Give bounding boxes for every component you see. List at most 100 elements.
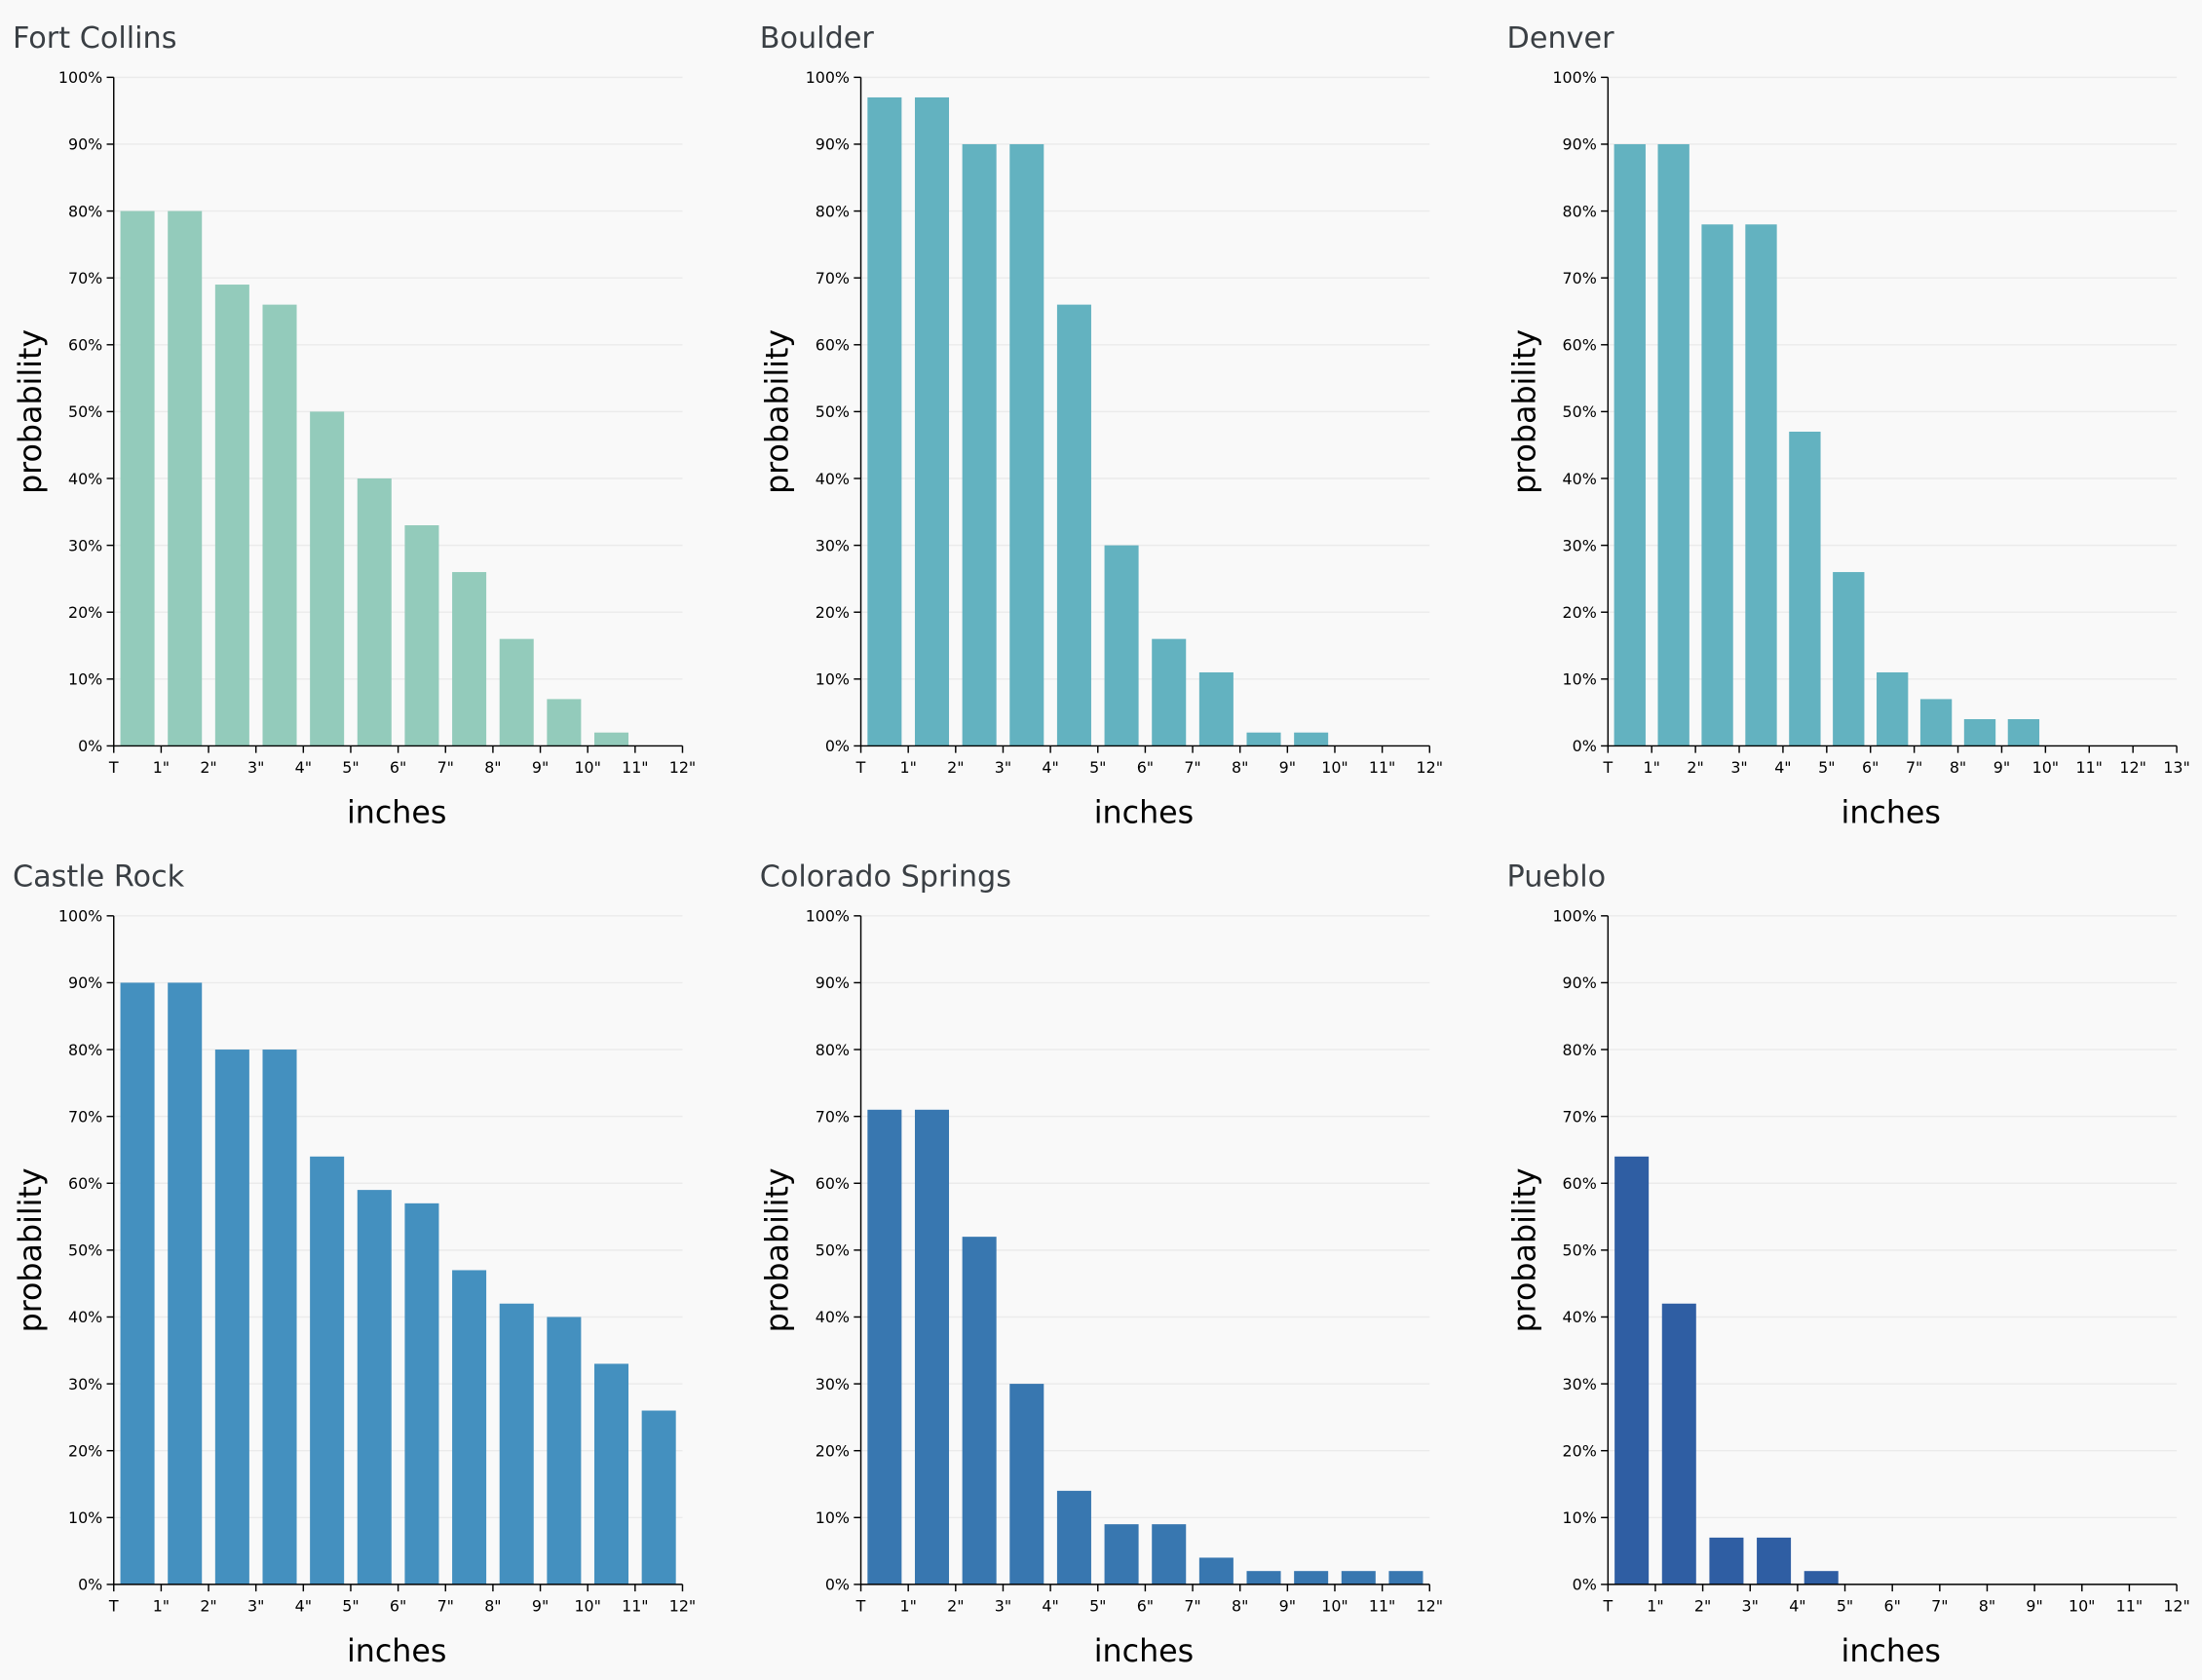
chart-title: Castle Rock [13, 860, 185, 895]
x-tick-label: 1" [899, 1596, 916, 1615]
bar [1294, 732, 1329, 746]
x-tick-label: 10" [2032, 758, 2059, 777]
x-tick-label: 8" [484, 758, 501, 777]
x-tick-label: 5" [1818, 758, 1835, 777]
x-axis-label: inches [347, 1634, 446, 1669]
y-tick-label: 100% [58, 68, 102, 87]
x-tick-label: 9" [2026, 1596, 2042, 1615]
bar [357, 1190, 392, 1585]
chart-title: Fort Collins [13, 21, 177, 56]
y-tick-label: 100% [1552, 68, 1596, 87]
bar [1803, 1571, 1839, 1585]
x-tick-label: 7" [1906, 758, 1922, 777]
x-tick-label: 11" [2116, 1596, 2143, 1615]
y-tick-label: 90% [1563, 135, 1597, 154]
bar [867, 1109, 902, 1585]
y-tick-label: 80% [1563, 1041, 1597, 1059]
y-tick-label: 20% [1563, 603, 1597, 622]
x-tick-label: 12" [1417, 758, 1443, 777]
x-tick-label: 12" [1417, 1596, 1443, 1615]
y-tick-label: 50% [68, 1241, 102, 1260]
y-tick-label: 70% [1563, 269, 1597, 287]
bar [452, 1270, 487, 1585]
y-tick-label: 100% [806, 907, 850, 926]
chart-panel: Fort Collins 0% 10% 20% 30% 40% 50% 60% 70% 80% 90… [13, 21, 696, 831]
bar [641, 1410, 676, 1585]
x-tick-label: 5" [1089, 758, 1106, 777]
x-tick-label: 4" [1789, 1596, 1805, 1615]
bar [1661, 1303, 1696, 1585]
x-tick-label: 13" [2163, 758, 2189, 777]
x-axis-label: inches [347, 796, 446, 831]
x-tick-label: 9" [1993, 758, 2010, 777]
y-tick-label: 20% [68, 1441, 102, 1460]
x-tick-label: 12" [2163, 1596, 2189, 1615]
bar [962, 143, 997, 746]
y-tick-label: 70% [816, 1107, 850, 1126]
y-tick-label: 10% [1563, 670, 1597, 689]
bar [262, 304, 297, 746]
chart-panel: Pueblo 0% 10% 20% 30% 40% 50% 60% 70% 80% 90% 100% T… [1507, 860, 2190, 1670]
bar [1701, 224, 1733, 746]
y-tick-label: 20% [68, 603, 102, 622]
x-tick-label: T [855, 1596, 866, 1615]
y-tick-label: 30% [68, 1375, 102, 1394]
bar [914, 96, 950, 746]
y-tick-label: 30% [1563, 1375, 1597, 1394]
x-tick-label: 5" [1837, 1596, 1853, 1615]
y-tick-label: 70% [68, 1107, 102, 1126]
y-tick-label: 50% [1563, 1241, 1597, 1260]
y-tick-label: 50% [816, 402, 850, 421]
bar [1056, 304, 1091, 746]
x-tick-label: 3" [995, 758, 1011, 777]
x-tick-label: 2" [947, 1596, 964, 1615]
x-axis-label: inches [1094, 796, 1194, 831]
bar [1833, 572, 1865, 746]
y-tick-label: 10% [68, 670, 102, 689]
y-tick-label: 30% [816, 1375, 850, 1394]
x-tick-label: 4" [295, 758, 312, 777]
x-tick-label: 10" [1321, 758, 1348, 777]
y-tick-label: 30% [1563, 536, 1597, 554]
y-tick-label: 60% [816, 336, 850, 355]
x-tick-label: 11" [2076, 758, 2103, 777]
bar [2007, 718, 2040, 746]
x-tick-label: 12" [669, 1596, 696, 1615]
y-tick-label: 40% [816, 470, 850, 488]
x-tick-label: 6" [1137, 1596, 1154, 1615]
y-tick-label: 60% [1563, 1174, 1597, 1193]
x-tick-label: 3" [1730, 758, 1747, 777]
bar [499, 638, 534, 746]
bar [262, 1050, 297, 1585]
y-tick-label: 100% [806, 68, 850, 87]
bar [962, 1237, 997, 1585]
x-tick-label: 8" [1232, 1596, 1248, 1615]
bar [168, 982, 203, 1585]
x-tick-label: 2" [1687, 758, 1703, 777]
chart-title: Colorado Springs [760, 860, 1011, 895]
x-tick-label: 8" [484, 1596, 501, 1615]
y-tick-label: 80% [1563, 202, 1597, 220]
y-tick-label: 60% [68, 1174, 102, 1193]
y-tick-label: 40% [68, 470, 102, 488]
x-tick-label: 11" [622, 758, 648, 777]
bar [1152, 638, 1187, 746]
y-tick-label: 30% [68, 536, 102, 554]
x-tick-label: 9" [1279, 1596, 1296, 1615]
x-tick-label: 3" [1742, 1596, 1759, 1615]
y-tick-label: 0% [78, 737, 102, 755]
bar [1009, 1384, 1044, 1585]
x-tick-label: 10" [2069, 1596, 2095, 1615]
bar [1104, 1524, 1139, 1585]
x-tick-label: 11" [1369, 1596, 1395, 1615]
x-tick-label: 6" [1137, 758, 1154, 777]
x-axis-label: inches [1841, 1634, 1941, 1669]
y-tick-label: 40% [1563, 470, 1597, 488]
x-tick-label: 12" [2119, 758, 2145, 777]
x-tick-label: 6" [390, 758, 406, 777]
bar [404, 1203, 439, 1585]
y-tick-label: 0% [825, 737, 850, 755]
bar [404, 525, 439, 746]
bar [1614, 143, 1646, 746]
x-tick-label: T [1602, 758, 1613, 777]
